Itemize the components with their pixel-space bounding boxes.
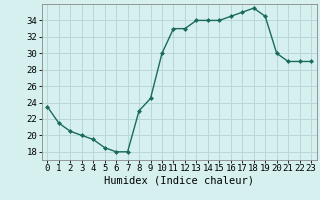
X-axis label: Humidex (Indice chaleur): Humidex (Indice chaleur)	[104, 176, 254, 186]
